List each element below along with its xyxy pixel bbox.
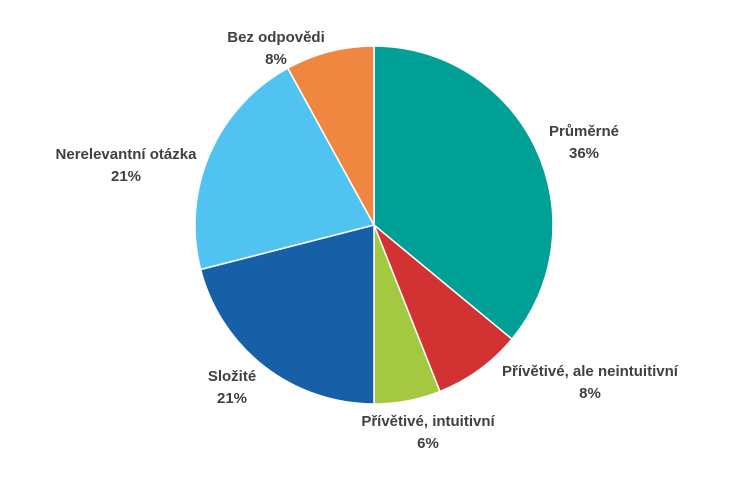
pie-slice-prumerne [373, 45, 554, 341]
pie-slices [194, 45, 554, 405]
pie-slice-privetive-ale-neintuitivni [373, 224, 513, 393]
slice-category-label: Průměrné [549, 123, 619, 140]
pie-slice-slozite [199, 224, 375, 405]
slice-category-label: Přívětivé, ale neintuitivní [502, 363, 679, 380]
slice-category-label: Složité [208, 368, 256, 385]
slice-percent-label: 36% [569, 145, 599, 162]
slice-label-privetive-ale-neintuitivni: Přívětivé, ale neintuitivní 8% [502, 363, 679, 402]
pie-labels: Průměrné 36% Přívětivé, ale neintuitivní 8%… [56, 29, 679, 452]
pie-slice-nerelevantni-otazka [194, 67, 376, 271]
slice-label-bez-odpovedi: Bez odpovědi 8% [227, 29, 325, 68]
slice-percent-label: 8% [265, 51, 287, 68]
slice-category-label: Nerelevantní otázka [56, 146, 198, 163]
pie-slice-bez-odpovedi [286, 45, 375, 226]
slice-label-privetive-intuitivni: Přívětivé, intuitivní 6% [361, 413, 495, 452]
slice-category-label: Přívětivé, intuitivní [361, 413, 495, 430]
slice-percent-label: 21% [111, 168, 141, 185]
slice-label-slozite: Složité 21% [208, 368, 256, 407]
slice-label-prumerne: Průměrné 36% [549, 123, 619, 162]
slice-percent-label: 21% [217, 390, 247, 407]
slice-category-label: Bez odpovědi [227, 29, 325, 46]
slice-percent-label: 6% [417, 435, 439, 452]
slice-percent-label: 8% [579, 385, 601, 402]
slice-label-nerelevantni-otazka: Nerelevantní otázka 21% [56, 146, 198, 185]
